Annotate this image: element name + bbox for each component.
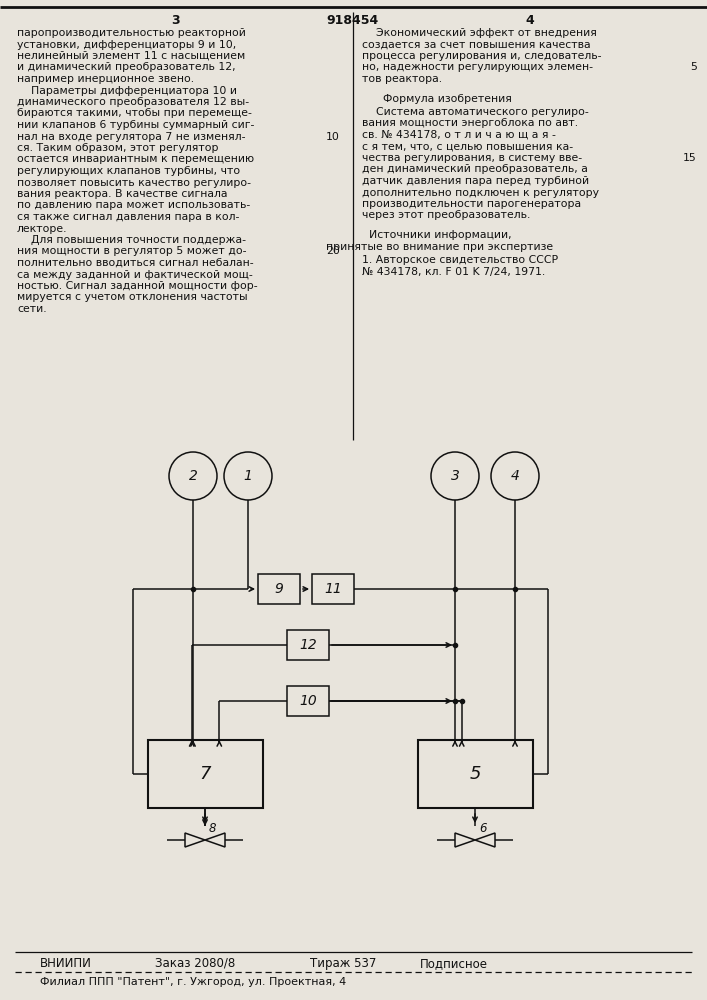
Text: ВНИИПИ: ВНИИПИ [40, 957, 92, 970]
Polygon shape [455, 833, 475, 847]
Text: паропроизводительностью реакторной: паропроизводительностью реакторной [17, 28, 246, 38]
Bar [418, 740, 533, 808]
Text: но, надежности регулирующих элемен-: но, надежности регулирующих элемен- [362, 62, 593, 73]
Bar [287, 630, 329, 660]
Text: Подписное: Подписное [420, 957, 488, 970]
Bar [258, 574, 300, 604]
Text: 11: 11 [324, 582, 342, 596]
Text: ния мощности в регулятор 5 может до-: ния мощности в регулятор 5 может до- [17, 246, 247, 256]
Text: дополнительно подключен к регулятору: дополнительно подключен к регулятору [362, 188, 599, 198]
Circle shape [431, 452, 479, 500]
Text: полнительно вводиться сигнал небалан-: полнительно вводиться сигнал небалан- [17, 258, 254, 268]
Text: датчик давления пара перед турбиной: датчик давления пара перед турбиной [362, 176, 589, 186]
Text: 12: 12 [299, 638, 317, 652]
Text: чества регулирования, в систему вве-: чества регулирования, в систему вве- [362, 153, 582, 163]
Text: Филиал ППП "Патент", г. Ужгород, ул. Проектная, 4: Филиал ППП "Патент", г. Ужгород, ул. Про… [40, 977, 346, 987]
Text: производительности парогенератора: производительности парогенератора [362, 199, 581, 209]
Text: ден динамический преобразователь, а: ден динамический преобразователь, а [362, 164, 588, 174]
Text: 918454: 918454 [327, 14, 379, 27]
Bar [312, 574, 354, 604]
Text: 15: 15 [683, 153, 697, 163]
Text: с я тем, что, с целью повышения ка-: с я тем, что, с целью повышения ка- [362, 141, 573, 151]
Text: остается инвариантным к перемещению: остается инвариантным к перемещению [17, 154, 254, 164]
Text: тов реактора.: тов реактора. [362, 74, 442, 84]
Polygon shape [185, 833, 205, 847]
Text: ся также сигнал давления пара в кол-: ся также сигнал давления пара в кол- [17, 212, 240, 222]
Text: Формула изобретения: Формула изобретения [368, 94, 511, 104]
Text: 4: 4 [510, 469, 520, 483]
Circle shape [491, 452, 539, 500]
Text: 10: 10 [299, 694, 317, 708]
Text: 3: 3 [450, 469, 460, 483]
Text: св. № 434178, о т л и ч а ю щ а я -: св. № 434178, о т л и ч а ю щ а я - [362, 130, 556, 140]
Text: Источники информации,: Источники информации, [368, 230, 511, 240]
Text: са между заданной и фактической мощ-: са между заданной и фактической мощ- [17, 269, 252, 279]
Text: 3: 3 [172, 14, 180, 27]
Text: процесса регулирования и, следователь-: процесса регулирования и, следователь- [362, 51, 602, 61]
Bar [148, 740, 263, 808]
Text: 1: 1 [244, 469, 252, 483]
Text: 1. Авторское свидетельство СССР: 1. Авторское свидетельство СССР [362, 255, 558, 265]
Polygon shape [205, 833, 225, 847]
Text: нии клапанов 6 турбины суммарный сиг-: нии клапанов 6 турбины суммарный сиг- [17, 120, 255, 130]
Text: через этот преобразователь.: через этот преобразователь. [362, 211, 530, 221]
Text: 10: 10 [326, 131, 340, 141]
Bar [287, 686, 329, 716]
Text: позволяет повысить качество регулиро-: позволяет повысить качество регулиро- [17, 178, 251, 188]
Text: ностью. Сигнал заданной мощности фор-: ностью. Сигнал заданной мощности фор- [17, 281, 257, 291]
Text: Заказ 2080/8: Заказ 2080/8 [155, 957, 235, 970]
Text: 20: 20 [326, 246, 340, 256]
Circle shape [224, 452, 272, 500]
Text: Экономический эффект от внедрения: Экономический эффект от внедрения [362, 28, 597, 38]
Text: нелинейный элемент 11 с насыщением: нелинейный элемент 11 с насыщением [17, 51, 245, 61]
Circle shape [169, 452, 217, 500]
Text: 9: 9 [274, 582, 284, 596]
Text: Параметры дифференциатора 10 и: Параметры дифференциатора 10 и [17, 86, 237, 96]
Text: ся. Таким образом, этот регулятор: ся. Таким образом, этот регулятор [17, 143, 218, 153]
Text: 8: 8 [209, 822, 216, 835]
Text: лекторе.: лекторе. [17, 224, 67, 233]
Text: Тираж 537: Тираж 537 [310, 957, 376, 970]
Text: вания реактора. В качестве сигнала: вания реактора. В качестве сигнала [17, 189, 228, 199]
Text: 4: 4 [525, 14, 534, 27]
Text: мируется с учетом отклонения частоты: мируется с учетом отклонения частоты [17, 292, 247, 302]
Text: и динамический преобразователь 12,: и динамический преобразователь 12, [17, 62, 235, 73]
Text: 5: 5 [469, 765, 481, 783]
Text: Система автоматического регулиро-: Система автоматического регулиро- [362, 107, 589, 117]
Text: по давлению пара может использовать-: по давлению пара может использовать- [17, 200, 250, 211]
Text: 5: 5 [690, 62, 697, 73]
Polygon shape [475, 833, 495, 847]
Text: 7: 7 [200, 765, 211, 783]
Text: 6: 6 [479, 822, 486, 835]
Text: бираются такими, чтобы при перемеще-: бираются такими, чтобы при перемеще- [17, 108, 252, 118]
Text: создается за счет повышения качества: создается за счет повышения качества [362, 39, 590, 49]
Text: установки, дифференциаторы 9 и 10,: установки, дифференциаторы 9 и 10, [17, 39, 236, 49]
Text: № 434178, кл. F 01 K 7/24, 1971.: № 434178, кл. F 01 K 7/24, 1971. [362, 267, 545, 277]
Text: вания мощности энергоблока по авт.: вания мощности энергоблока по авт. [362, 118, 578, 128]
Text: например инерционное звено.: например инерционное звено. [17, 74, 194, 84]
Text: сети.: сети. [17, 304, 47, 314]
Text: принятые во внимание при экспертизе: принятые во внимание при экспертизе [327, 241, 554, 251]
Text: Для повышения точности поддержа-: Для повышения точности поддержа- [17, 235, 246, 245]
Text: регулирующих клапанов турбины, что: регулирующих клапанов турбины, что [17, 166, 240, 176]
Text: динамического преобразователя 12 вы-: динамического преобразователя 12 вы- [17, 97, 249, 107]
Text: нал на входе регулятора 7 не изменял-: нал на входе регулятора 7 не изменял- [17, 131, 245, 141]
Text: 2: 2 [189, 469, 197, 483]
